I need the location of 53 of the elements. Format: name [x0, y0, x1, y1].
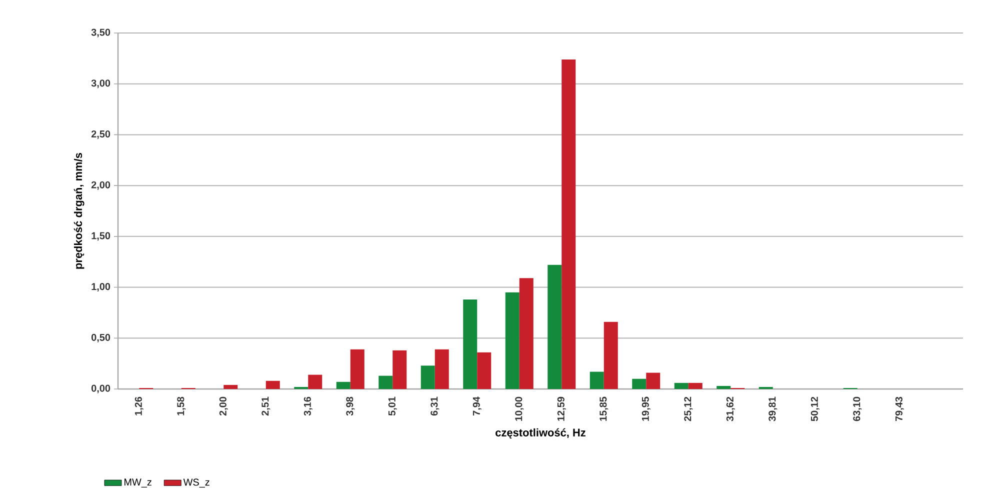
- x-tick-label: 2,51: [262, 396, 270, 416]
- bar: [308, 374, 322, 389]
- x-tick-label: 19,95: [642, 396, 650, 421]
- bar: [505, 292, 520, 389]
- x-tick-label: 79,43: [895, 396, 904, 422]
- y-tick-label: 3,50: [91, 28, 110, 38]
- bar: [336, 382, 350, 389]
- bar: [548, 264, 562, 389]
- bar: [477, 352, 492, 389]
- bar: [688, 382, 702, 389]
- x-tick-label: 39,81: [768, 396, 778, 422]
- bar: [463, 299, 478, 389]
- x-tick-label: 63,10: [853, 396, 862, 422]
- y-tick-label: 0,00: [91, 384, 110, 394]
- bar: [392, 350, 407, 389]
- x-tick-label: 6,31: [430, 396, 440, 416]
- x-tick-label: 1,58: [177, 396, 186, 416]
- x-tick-label: 50,12: [810, 396, 820, 422]
- bar: [674, 382, 688, 389]
- bar: [224, 384, 238, 389]
- legend-label: MW_z: [124, 478, 152, 488]
- bar: [562, 59, 576, 389]
- x-tick-label: 1,26: [134, 396, 144, 416]
- y-tick-label: 2,00: [91, 181, 110, 190]
- y-tick-label: 0,50: [91, 334, 110, 342]
- x-tick-label: 5,01: [388, 396, 397, 416]
- x-tick-label: 3,98: [346, 396, 355, 416]
- x-tick-label: 7,94: [472, 396, 482, 416]
- bar: [266, 380, 280, 389]
- x-tick-label: 10,00: [515, 396, 524, 421]
- bar: [604, 322, 618, 389]
- x-tick-label: 2,00: [219, 396, 228, 416]
- bar: [519, 278, 534, 389]
- bar: [434, 349, 449, 389]
- x-tick-label: 31,62: [726, 396, 735, 422]
- legend-label: WS_z: [183, 478, 210, 488]
- x-tick-label: 15,85: [600, 396, 608, 421]
- y-tick-label: 1,50: [92, 232, 110, 241]
- y-tick-label: 3,00: [91, 80, 110, 88]
- bar: [646, 372, 660, 389]
- bar: [350, 349, 364, 389]
- y-axis-title: prędkość drgań, mm/s: [74, 152, 84, 269]
- x-tick-label: 25,12: [684, 396, 693, 422]
- bar: [420, 366, 435, 389]
- bar: [632, 378, 646, 389]
- x-tick-label: 3,16: [304, 396, 312, 416]
- y-tick-label: 1,00: [92, 283, 110, 292]
- x-tick-label: 12,59: [557, 396, 566, 421]
- bar: [716, 386, 731, 389]
- y-tick-label: 2,50: [91, 130, 110, 139]
- bar: [378, 376, 393, 389]
- bar: [590, 372, 604, 389]
- x-axis-title: częstotliwość, Hz: [496, 428, 586, 438]
